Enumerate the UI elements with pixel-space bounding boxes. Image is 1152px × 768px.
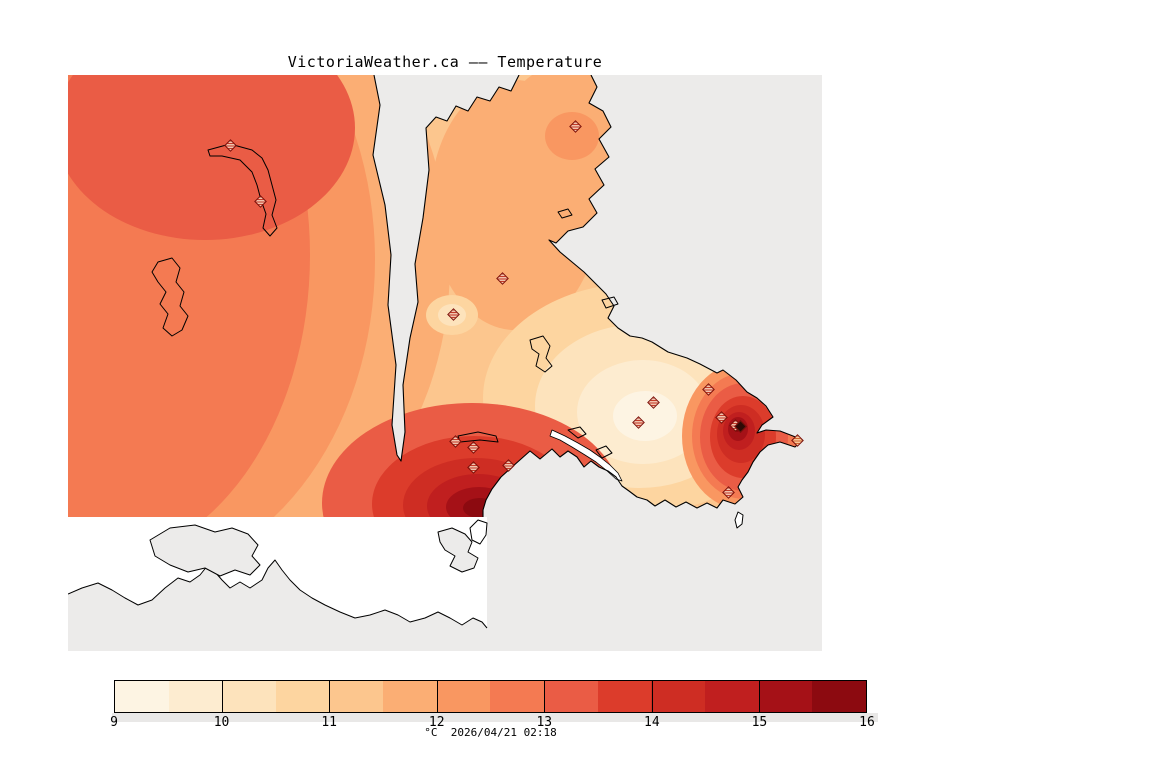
colorbar-tick-label: 11 <box>321 715 337 730</box>
colorbar-segment <box>115 681 169 712</box>
lake-small-b <box>595 445 613 459</box>
colorbar-segment <box>758 681 813 712</box>
colorbar-unit: °C <box>424 726 438 739</box>
colorbar <box>114 680 867 713</box>
colorbar-tick-label: 12 <box>428 715 445 730</box>
lake-small-a <box>567 426 587 439</box>
contour-band <box>68 75 355 240</box>
colorbar-segment <box>490 681 545 712</box>
lake-sooke-chain <box>207 143 278 237</box>
coastline-olympic <box>68 559 488 629</box>
colorbar-segment <box>705 681 759 712</box>
colorbar-segment <box>329 681 384 712</box>
colorbar-tick-label: 15 <box>751 715 768 730</box>
colorbar-tick-label: 10 <box>213 715 230 730</box>
colorbar-shadow <box>112 713 878 722</box>
colorbar-timestamp: 2026/04/21 02:18 <box>450 726 557 739</box>
lake-shawnigan <box>151 257 189 337</box>
colorbar-tick-label: 14 <box>644 715 660 730</box>
coastline-inlet <box>372 75 520 462</box>
colorbar-segment <box>651 681 706 712</box>
colorbar-segment <box>436 681 491 712</box>
colorbar-caption: °C 2026/04/21 02:18 <box>114 726 867 739</box>
islet-discovery <box>734 511 744 529</box>
contour-band <box>545 112 599 160</box>
island-south-small <box>437 527 479 573</box>
islet-race-rocks <box>469 519 488 545</box>
colorbar-tick-labels: 9 10 11 12 13 14 15 16 <box>110 715 875 731</box>
colorbar-segment <box>597 681 652 712</box>
colorbar-segment <box>222 681 276 712</box>
colorbar-tick-label: 16 <box>859 715 875 730</box>
islet-outline-b <box>601 296 619 309</box>
colorbar-tick-label: 13 <box>536 715 553 730</box>
colorbar-segment <box>383 681 437 712</box>
contour-band <box>438 304 466 326</box>
colorbar-segment <box>544 681 598 712</box>
island-dungeness <box>149 524 261 577</box>
colorbar-segment <box>275 681 330 712</box>
page-title: VictoriaWeather.ca –– Temperature <box>287 53 603 71</box>
caption-spacer <box>438 726 451 739</box>
colorbar-segment <box>812 681 866 712</box>
lake-elk <box>529 335 553 373</box>
channel-gorge <box>549 429 623 482</box>
land-olympic <box>68 560 487 651</box>
contour-band <box>613 391 677 441</box>
sea-mask <box>68 75 822 651</box>
colorbar-tick-label: 9 <box>110 715 118 730</box>
temperature-map <box>68 75 822 651</box>
contour-band <box>733 422 741 432</box>
islet-outline-a <box>557 208 573 219</box>
colorbar-segment <box>168 681 223 712</box>
